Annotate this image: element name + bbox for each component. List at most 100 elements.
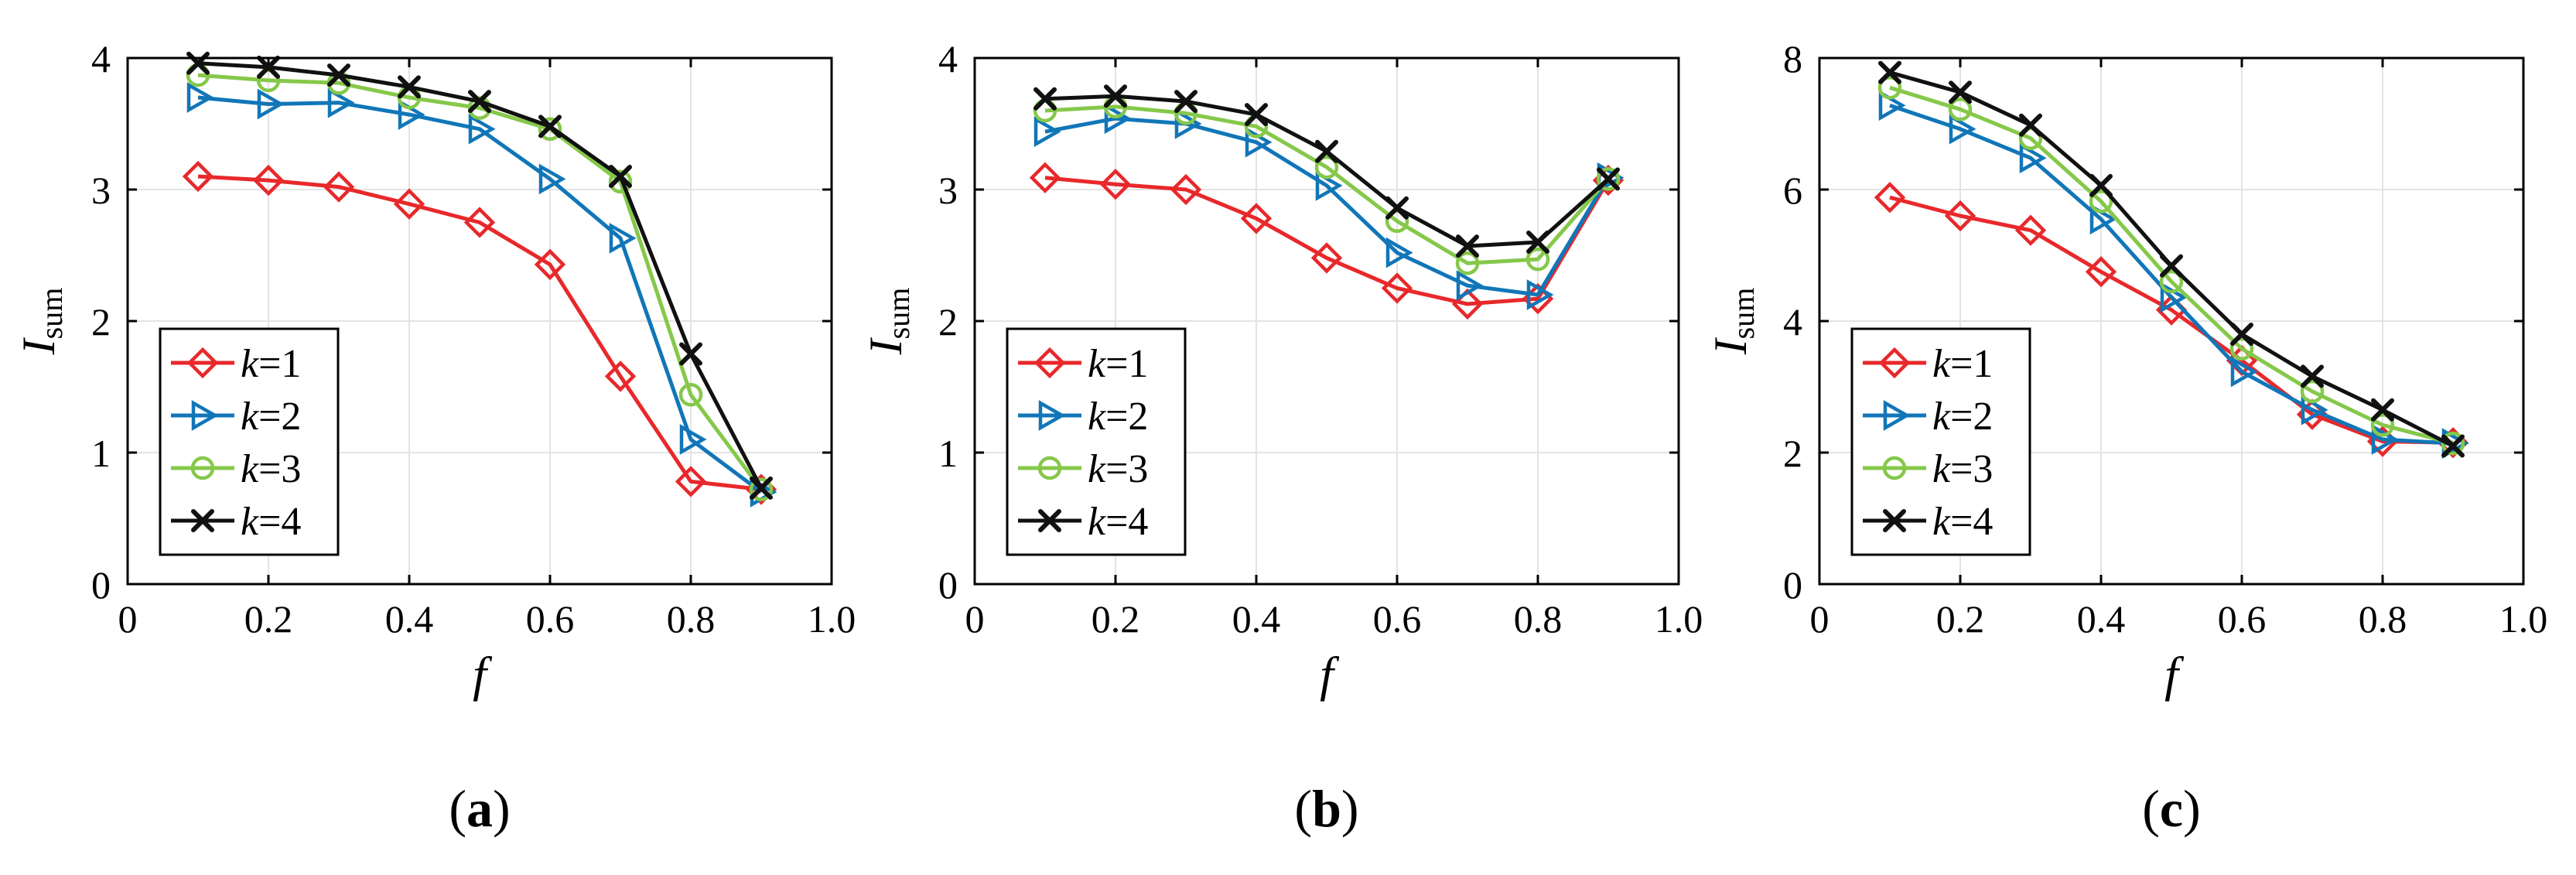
data-point-k4 <box>2089 173 2113 197</box>
legend-item-k3: k=3 <box>1863 447 1993 491</box>
data-point-k1 <box>1381 272 1413 304</box>
y-tick-label: 8 <box>1783 37 1802 80</box>
data-point-k4 <box>1245 103 1268 127</box>
legend-item-k2: k=2 <box>1018 395 1148 439</box>
x-tick-label: 0.2 <box>1936 597 1985 641</box>
legend-label-value: =4 <box>258 500 301 544</box>
data-point-k2 <box>2230 356 2258 388</box>
data-point-k3 <box>2300 379 2325 404</box>
data-point-k1 <box>1029 162 1061 193</box>
data-point-k4 <box>1385 196 1409 220</box>
data-point-k4 <box>1104 84 1127 108</box>
legend-box <box>1006 327 1187 556</box>
data-point-k4 <box>1174 90 1197 114</box>
data-point-k3 <box>1455 251 1480 275</box>
legend-label-var: k <box>1932 500 1951 544</box>
data-point-k2 <box>1385 237 1413 268</box>
legend-item-k2: k=2 <box>1863 395 1993 439</box>
plot-frame <box>973 56 1680 586</box>
data-point-k4 <box>398 75 421 99</box>
series-k4 <box>186 51 773 500</box>
data-point-k3 <box>538 117 562 142</box>
legend-marker-k3 <box>1882 456 1907 480</box>
data-point-k1 <box>2014 214 2047 246</box>
legend-label-var: k <box>241 447 259 491</box>
data-point-k3 <box>1948 97 1973 121</box>
legend-label: k=4 <box>241 500 301 544</box>
data-point-k1 <box>1099 169 1132 200</box>
plot-frame <box>126 56 833 586</box>
y-axis-label-main: I <box>13 337 64 355</box>
legend-label: k=1 <box>241 342 301 386</box>
data-point-k3 <box>1596 167 1621 191</box>
data-point-k4 <box>1526 231 1549 254</box>
series-k4 <box>1033 84 1620 258</box>
y-tick-label: 3 <box>91 169 111 212</box>
legend-label-value: =1 <box>258 342 301 386</box>
data-point-k4 <box>2441 434 2465 458</box>
data-point-k4 <box>2230 323 2253 346</box>
y-tick-label: 1 <box>938 432 958 475</box>
caption-open: ( <box>2142 779 2160 838</box>
legend-label-var: k <box>1088 500 1106 544</box>
legend-label: k=1 <box>1088 342 1148 386</box>
legend-label-var: k <box>241 395 259 439</box>
legend-marker-k1 <box>186 347 219 379</box>
legend-marker-k3 <box>190 456 215 480</box>
legend-marker-k1 <box>1033 347 1066 379</box>
y-tick-label: 4 <box>938 37 958 80</box>
data-point-k4 <box>2371 398 2394 422</box>
data-point-k4 <box>468 90 491 114</box>
data-point-k2 <box>186 82 214 113</box>
caption-open: ( <box>1294 779 1312 838</box>
data-point-k2 <box>1315 170 1343 201</box>
caption-letter: b <box>1312 779 1341 838</box>
y-axis-label-subscript: sum <box>881 288 916 340</box>
series-k2 <box>186 82 777 508</box>
series-line-k2 <box>197 95 763 494</box>
x-tick-label: 0.2 <box>1092 597 1140 641</box>
series-line-k3 <box>1889 85 2454 446</box>
caption-c: (c) <box>2142 779 2201 838</box>
legend-label-value: =3 <box>1105 447 1148 491</box>
series-line-k1 <box>1889 195 2454 445</box>
legend-item-k1: k=1 <box>171 342 301 386</box>
legend-label: k=3 <box>1088 447 1148 491</box>
legend-item-k1: k=1 <box>1863 342 1993 386</box>
data-point-k4 <box>1456 234 1479 258</box>
legend-label-value: =4 <box>1105 500 1148 544</box>
x-tick-label: 0.8 <box>667 597 716 641</box>
data-point-k1 <box>182 160 214 193</box>
y-tick-label: 0 <box>938 563 958 607</box>
data-point-k4 <box>750 476 773 500</box>
data-point-k3 <box>1877 76 1902 100</box>
y-axis-label: Isum <box>860 288 916 356</box>
data-point-k4 <box>679 342 702 366</box>
data-point-k1 <box>463 207 496 238</box>
caption-b: (b) <box>1294 779 1358 838</box>
x-tick-label: 0.4 <box>2077 597 2126 641</box>
y-tick-label: 6 <box>1783 169 1802 212</box>
x-tick-label: 1.0 <box>808 597 856 641</box>
legend-label-value: =4 <box>1950 500 1993 544</box>
data-point-k1 <box>1170 173 1202 206</box>
data-point-k2 <box>1174 108 1202 139</box>
legend: k=1k=2k=3k=4 <box>1006 327 1187 556</box>
legend: k=1k=2k=3k=4 <box>159 327 340 556</box>
data-point-k2 <box>1526 279 1554 310</box>
legend-label-var: k <box>1088 395 1106 439</box>
legend-label-var: k <box>1088 447 1106 491</box>
legend-label-var: k <box>241 342 259 386</box>
caption-letter: c <box>2160 779 2183 838</box>
x-tick-label: 1.0 <box>1655 597 1703 641</box>
legend-label-var: k <box>1088 342 1106 386</box>
caption-letter: a <box>466 779 493 838</box>
y-axis-label: Isum <box>13 288 69 356</box>
x-tick-label: 0.4 <box>385 597 434 641</box>
legend-item-k4: k=4 <box>1018 500 1148 544</box>
legend-label: k=2 <box>1932 395 1993 439</box>
series-k2 <box>1033 103 1625 310</box>
y-tick-label: 0 <box>91 563 111 607</box>
data-point-k1 <box>1310 242 1343 274</box>
legend-label-value: =2 <box>258 395 301 439</box>
